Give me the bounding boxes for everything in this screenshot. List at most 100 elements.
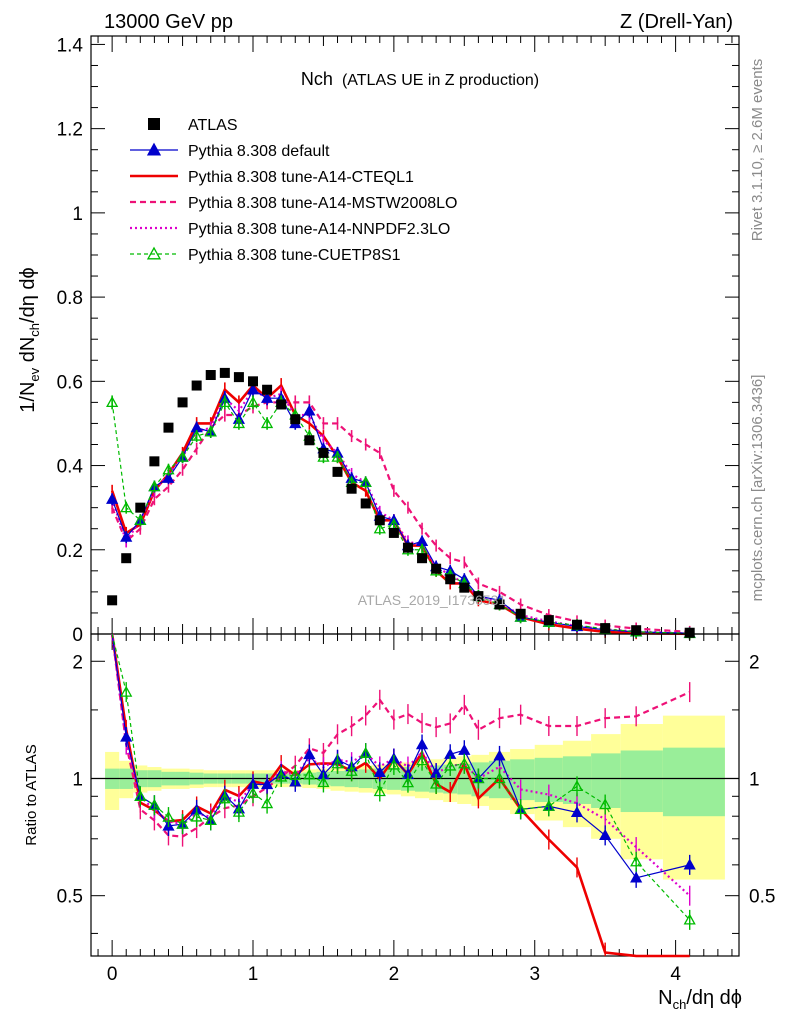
series-point-pythia-8-308-tune-cuetp8s1 (218, 396, 231, 408)
ratio-point-pythia-8-308-default (458, 743, 471, 755)
ratio-bands (91, 715, 739, 880)
watermark: ATLAS_2019_I1736531 (358, 592, 507, 608)
series-point-pythia-8-308-default (246, 383, 260, 395)
atlas-data-point (135, 502, 146, 513)
atlas-data-point (346, 483, 357, 494)
series-point-pythia-8-308-default (106, 492, 119, 504)
series-point-pythia-8-308-tune-cuetp8s1 (373, 522, 386, 534)
inner-band (510, 759, 535, 801)
ratio-point-pythia-8-308-tune-cuetp8s1 (218, 792, 231, 804)
legend-label: Pythia 8.308 tune-CUETP8S1 (188, 247, 401, 264)
atlas-data-point (276, 399, 287, 410)
ratio-point-pythia-8-308-tune-cuetp8s1 (542, 799, 555, 811)
ratio-line-pythia-8-308-tune-a14-mstw2008lo (111, 633, 691, 838)
atlas-data-point (402, 542, 413, 553)
ratio-y-tick-label: 0.5 (57, 887, 83, 908)
series-point-pythia-8-308-tune-cuetp8s1 (204, 425, 217, 437)
chart-title: Nch (ATLAS UE in Z production) (301, 69, 539, 89)
x-tick-label: 3 (529, 964, 540, 985)
ratio-point-pythia-8-308-default (120, 730, 133, 742)
ratio-line-pythia-8-308-default (111, 633, 690, 879)
y-tick-label: 1.4 (57, 35, 84, 56)
legend-label: Pythia 8.308 default (188, 143, 330, 160)
ratio-point-pythia-8-308-tune-cuetp8s1 (303, 768, 316, 780)
series-point-pythia-8-308-tune-cuetp8s1 (120, 501, 133, 513)
atlas-data-point (290, 414, 301, 425)
legend-label: Pythia 8.308 tune-A14-CTEQL1 (188, 169, 414, 186)
ratio-point-pythia-8-308-tune-cuetp8s1 (246, 786, 260, 798)
atlas-data-point (163, 422, 174, 433)
ratio-point-pythia-8-308-tune-cuetp8s1 (289, 768, 302, 780)
atlas-data-point (417, 553, 428, 564)
ratio-y-tick-label: 2 (72, 652, 83, 673)
series-line-pythia-8-308-default (111, 388, 690, 634)
atlas-data-point (332, 466, 343, 477)
ratio-point-pythia-8-308-tune-cuetp8s1 (359, 746, 372, 758)
ratio-point-pythia-8-308-tune-cuetp8s1 (401, 776, 415, 788)
atlas-data-point (388, 527, 399, 538)
atlas-data-point (631, 625, 642, 636)
atlas-data-point (149, 456, 160, 467)
series-line-pythia-8-308-tune-a14-nnpdf2-3lo (111, 388, 690, 635)
right-label-top: Rivet 3.1.10, ≥ 2.6M events (749, 59, 766, 242)
atlas-data-point (494, 599, 505, 610)
series-point-pythia-8-308-tune-cuetp8s1 (232, 417, 246, 429)
ratio-point-pythia-8-308-tune-cuetp8s1 (599, 798, 612, 810)
ratio-point-pythia-8-308-tune-cuetp8s1 (134, 789, 147, 801)
atlas-data-point (459, 582, 470, 593)
atlas-data-point (515, 608, 526, 619)
series-point-pythia-8-308-tune-cuetp8s1 (260, 417, 274, 429)
atlas-data-point (572, 619, 582, 630)
y-tick-label: 0 (72, 625, 83, 646)
series-point-pythia-8-308-default (303, 404, 316, 416)
x-tick-label: 1 (248, 964, 259, 985)
atlas-data-point (360, 498, 371, 509)
ratio-point-pythia-8-308-default (373, 765, 386, 777)
legend-label: ATLAS (188, 117, 238, 134)
ratio-point-pythia-8-308-tune-cuetp8s1 (387, 758, 400, 770)
ratio-point-pythia-8-308-tune-cuetp8s1 (345, 764, 358, 776)
legend-marker-pythia-8-308-tune-cuetp8s1 (146, 246, 162, 260)
atlas-data-point (205, 370, 216, 381)
series-point-pythia-8-308-tune-cuetp8s1 (176, 450, 189, 462)
chart-title-main: Nch (301, 69, 333, 89)
chart-subtitle: (ATLAS UE in Z production) (342, 72, 539, 89)
series-line-pythia-8-308-tune-a14-mstw2008lo (111, 401, 690, 633)
series-point-pythia-8-308-tune-cuetp8s1 (162, 463, 175, 475)
x-tick-label: 4 (670, 964, 681, 985)
series-line-pythia-8-308-tune-a14-cteql1 (110, 383, 690, 636)
series-point-pythia-8-308-tune-cuetp8s1 (190, 429, 203, 441)
ratio-point-pythia-8-308-tune-cuetp8s1 (458, 757, 471, 769)
atlas-data-point (600, 623, 611, 634)
ratio-point-pythia-8-308-tune-cuetp8s1 (514, 802, 527, 814)
ratio-point-pythia-8-308-default (683, 858, 696, 870)
ratio-panel: 0 1 2 3 4 0.5 0.5 1 1 2 2 Ratio to ATLAS (23, 633, 775, 985)
atlas-data-point (233, 372, 244, 383)
ratio-point-pythia-8-308-tune-cuetp8s1 (373, 785, 386, 797)
atlas-data-point (304, 435, 315, 446)
ratio-point-pythia-8-308-tune-cuetp8s1 (331, 757, 344, 769)
atlas-data-point (107, 595, 118, 606)
atlas-data-point (177, 397, 188, 408)
inner-band (591, 753, 621, 808)
ratio-point-pythia-8-308-default (415, 738, 429, 750)
series-point-pythia-8-308-default (120, 530, 133, 542)
ratio-point-pythia-8-308-tune-cuetp8s1 (204, 814, 217, 826)
ratio-line-pythia-8-308-tune-a14-cteql1 (110, 633, 690, 958)
ratio-point-pythia-8-308-tune-cuetp8s1 (317, 776, 330, 788)
ratio-point-pythia-8-308-tune-cuetp8s1 (176, 817, 189, 829)
ratio-y-tick-label-right: 2 (749, 652, 760, 673)
legend: ATLAS Pythia 8.308 default Pythia 8.308 tu… (130, 117, 457, 264)
ratio-frame (90, 633, 740, 957)
ratio-point-pythia-8-308-tune-cuetp8s1 (275, 770, 288, 782)
header-right: Z (Drell-Yan) (620, 11, 733, 33)
ratio-y-tick-label-right: 1 (749, 769, 760, 790)
y-tick-label: 1 (72, 204, 83, 225)
ratio-point-pythia-8-308-tune-cuetp8s1 (162, 810, 175, 822)
y-tick-label: 1.2 (57, 120, 83, 141)
ratio-point-pythia-8-308-default (260, 778, 274, 790)
ratio-point-pythia-8-308-tune-cuetp8s1 (472, 772, 485, 784)
main-series (106, 367, 696, 640)
atlas-data-point (543, 615, 554, 626)
